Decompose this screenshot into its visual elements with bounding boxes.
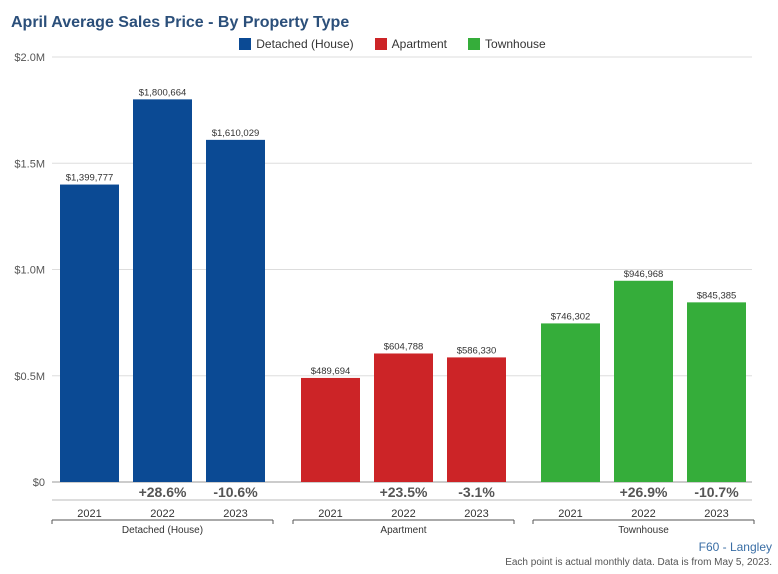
data-label: $1,399,777: [66, 173, 114, 184]
x-tick-label: 2022: [150, 508, 174, 520]
data-label: $946,968: [624, 269, 664, 280]
legend-item-detached[interactable]: Detached (House): [232, 36, 354, 52]
x-tick-label: 2021: [558, 508, 582, 520]
footer-brand: F60 - Langley: [698, 540, 772, 554]
legend-swatch-apartment: [374, 38, 387, 50]
legend-swatch-townhouse: [468, 38, 481, 50]
x-tick-label: 2023: [223, 508, 247, 520]
group-bracket: [51, 519, 274, 524]
group-bracket: [292, 519, 515, 524]
y-tick-label: $0: [33, 477, 45, 489]
bar: [133, 99, 192, 483]
legend-swatch-detached: [239, 38, 252, 50]
group-label: Townhouse: [618, 525, 669, 536]
x-tick-label: 2023: [464, 508, 488, 520]
bar: [301, 377, 360, 482]
legend-item-townhouse[interactable]: Townhouse: [461, 36, 546, 52]
data-label: $604,788: [384, 341, 424, 352]
legend-label-townhouse: Townhouse: [485, 37, 546, 51]
data-label: $489,694: [311, 366, 351, 377]
change-label: -10.7%: [694, 484, 739, 500]
legend-label-apartment: Apartment: [391, 37, 448, 51]
data-label: $1,800,664: [139, 87, 187, 98]
bar: [687, 302, 746, 482]
data-label: $1,610,029: [212, 128, 260, 139]
x-tick-label: 2023: [704, 508, 728, 520]
bar: [206, 139, 265, 482]
bar: [374, 353, 433, 482]
bar: [60, 184, 119, 482]
x-tick-label: 2021: [77, 508, 101, 520]
group-bracket: [532, 519, 755, 524]
group-label: Detached (House): [122, 525, 203, 536]
y-tick-label: $1.0M: [14, 265, 45, 277]
legend: Detached (House) Apartment Townhouse: [0, 36, 778, 52]
legend-label-detached: Detached (House): [256, 37, 354, 51]
y-tick-label: $2.0M: [14, 52, 45, 64]
change-label: +26.9%: [620, 484, 668, 500]
group-label: Apartment: [380, 525, 426, 536]
change-label: +28.6%: [139, 484, 187, 500]
x-tick-label: 2022: [391, 508, 415, 520]
y-tick-label: $1.5M: [14, 158, 45, 170]
x-tick-label: 2022: [631, 508, 655, 520]
data-label: $586,330: [457, 345, 497, 356]
bar: [614, 280, 673, 482]
y-tick-label: $0.5M: [14, 371, 45, 383]
x-tick-label: 2021: [318, 508, 342, 520]
change-label: +23.5%: [380, 484, 428, 500]
change-label: -3.1%: [458, 484, 495, 500]
bar: [447, 357, 506, 482]
change-label: -10.6%: [213, 484, 258, 500]
bar: [541, 323, 600, 482]
legend-item-apartment[interactable]: Apartment: [368, 36, 447, 52]
data-label: $746,302: [551, 311, 591, 322]
chart-title: April Average Sales Price - By Property …: [11, 14, 350, 31]
data-label: $845,385: [697, 290, 737, 301]
footer-note: Each point is actual monthly data. Data …: [505, 557, 772, 568]
